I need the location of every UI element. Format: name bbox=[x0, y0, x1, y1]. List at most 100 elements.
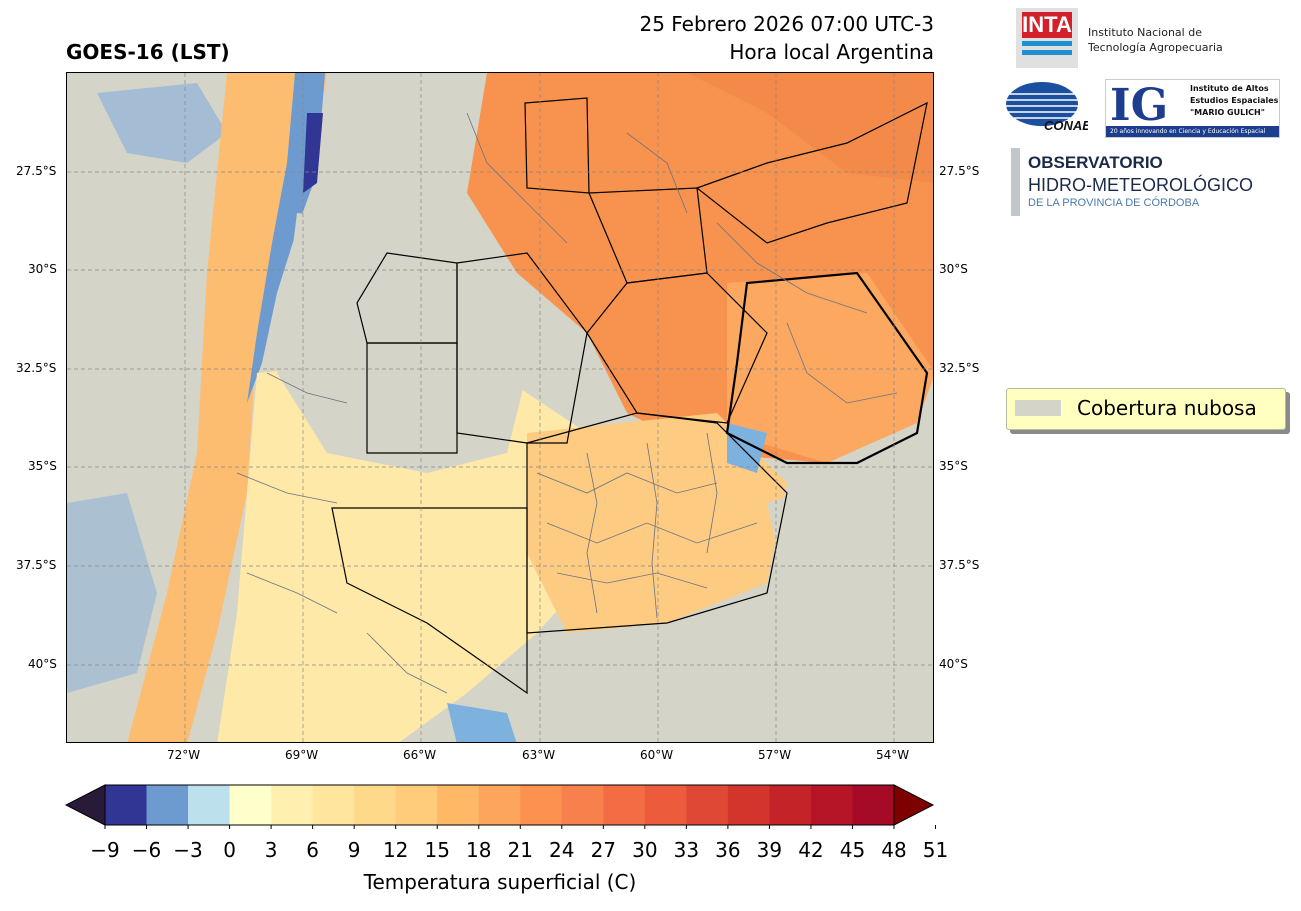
department-borders bbox=[236, 112, 898, 694]
lon-label: 69°W bbox=[285, 748, 319, 762]
ig-logo-mark: IG bbox=[1110, 80, 1169, 131]
lat-label-right: 40°S bbox=[939, 657, 968, 671]
map-canvas bbox=[67, 73, 933, 742]
colorbar-tick-label: 27 bbox=[590, 838, 617, 862]
map-title: GOES-16 (LST) bbox=[66, 40, 230, 64]
colorbar-under-arrow bbox=[64, 784, 106, 826]
colorbar-tick-label: −3 bbox=[173, 838, 203, 862]
lat-label-left: 40°S bbox=[28, 657, 57, 671]
inta-logo-stripe bbox=[1022, 41, 1072, 46]
colorbar-tick-label: 6 bbox=[306, 838, 319, 862]
lon-label: 63°W bbox=[522, 748, 556, 762]
colorbar-tick-label: 33 bbox=[673, 838, 700, 862]
lon-label: 60°W bbox=[640, 748, 674, 762]
lat-label-right: 37.5°S bbox=[939, 558, 980, 572]
colorbar-segment bbox=[603, 785, 646, 825]
timezone-label: Hora local Argentina bbox=[729, 40, 934, 64]
ig-name-line-2: Estudios Espaciales bbox=[1190, 96, 1279, 105]
cold-area bbox=[67, 493, 157, 693]
lat-label-left: 27.5°S bbox=[16, 164, 57, 178]
colorbar-tick-label: 24 bbox=[549, 838, 575, 862]
san-matias-gulf bbox=[447, 703, 517, 742]
colorbar-border bbox=[104, 784, 895, 826]
colorbar-segment bbox=[437, 785, 480, 825]
uruguay-border bbox=[725, 271, 929, 465]
inta-logo-stripe bbox=[1022, 50, 1072, 55]
colorbar-tick-label: 0 bbox=[223, 838, 236, 862]
colorbar-label: Temperatura superficial (C) bbox=[363, 870, 637, 894]
map-gridlines bbox=[67, 73, 933, 742]
colorbar-tick-label: 48 bbox=[881, 838, 907, 862]
conae-logo-text: CONAE bbox=[1044, 118, 1088, 132]
colorbar-segment bbox=[727, 785, 770, 825]
ig-name-line-1: Instituto de Altos bbox=[1190, 84, 1269, 93]
observatorio-province: DE LA PROVINCIA DE CÓRDOBA bbox=[1028, 197, 1200, 209]
lat-label-left: 37.5°S bbox=[16, 558, 57, 572]
pampas-region bbox=[527, 413, 787, 633]
lat-label-left: 35°S bbox=[28, 459, 57, 473]
colorbar-segment bbox=[229, 785, 272, 825]
lat-label-left: 32.5°S bbox=[16, 361, 57, 375]
colorbar-segment bbox=[188, 785, 231, 825]
colorbar-tick-label: −9 bbox=[90, 838, 120, 862]
colorbar-segment bbox=[354, 785, 397, 825]
cloud-cover-legend-label: Cobertura nubosa bbox=[1077, 396, 1257, 420]
colorbar-segment bbox=[644, 785, 687, 825]
lon-label: 57°W bbox=[758, 748, 792, 762]
andes-coldest bbox=[303, 113, 323, 193]
colorbar-segment bbox=[478, 785, 521, 825]
central-plains bbox=[217, 353, 627, 742]
colorbar-tick-label: 15 bbox=[424, 838, 450, 862]
colorbar-tick-label: 42 bbox=[798, 838, 824, 862]
colorbar-tick-label: 12 bbox=[382, 838, 409, 862]
colorbar-segment bbox=[561, 785, 604, 825]
inta-name-line-1: Instituto Nacional de bbox=[1088, 26, 1202, 39]
lon-label: 72°W bbox=[167, 748, 201, 762]
colorbar-tick-label: −6 bbox=[131, 838, 162, 862]
observatorio-logo-bar bbox=[1011, 148, 1020, 216]
lat-label-right: 27.5°S bbox=[939, 164, 980, 178]
colorbar-tick-label: 51 bbox=[922, 838, 949, 862]
inta-logo: INTA bbox=[1016, 8, 1078, 68]
colorbar-segment bbox=[271, 785, 314, 825]
lon-label: 54°W bbox=[876, 748, 910, 762]
colorbar-tick-label: 18 bbox=[466, 838, 492, 862]
colorbar-segment bbox=[312, 785, 355, 825]
colorbar-tick-label: 39 bbox=[756, 838, 783, 862]
colorbar-graphic bbox=[64, 784, 937, 829]
colorbar-segment bbox=[105, 785, 148, 825]
cold-area bbox=[97, 83, 227, 163]
temperature-map bbox=[66, 72, 934, 743]
colorbar-segment bbox=[520, 785, 563, 825]
ig-tagline: 20 años innovando en Ciencia y Educación… bbox=[1106, 126, 1279, 137]
date-time-label: 25 Febrero 2026 07:00 UTC-3 bbox=[639, 12, 934, 36]
colorbar-tick-label: 9 bbox=[347, 838, 361, 862]
conae-logo: CONAE bbox=[1004, 80, 1091, 133]
lon-label: 66°W bbox=[403, 748, 437, 762]
colorbar-tick-label: 36 bbox=[715, 838, 741, 862]
colorbar bbox=[60, 780, 940, 830]
uruguay-region bbox=[727, 273, 933, 463]
rio-de-la-plata bbox=[727, 423, 767, 473]
observatorio-subtitle: HIDRO-METEOROLÓGICO bbox=[1028, 175, 1254, 195]
colorbar-segment bbox=[395, 785, 438, 825]
colorbar-tick-label: 30 bbox=[632, 838, 658, 862]
cloud-cover-legend: Cobertura nubosa bbox=[1006, 388, 1286, 430]
colorbar-ticks: −9 −6 −3 0 3 6 9 12 15 18 21 24 27 30 33 36 39 42 45 48 51 bbox=[0, 838, 1000, 868]
inta-name-line-2: Tecnología Agropecuaria bbox=[1088, 41, 1223, 54]
ig-name-line-3: "MARIO GULICH" bbox=[1190, 108, 1265, 117]
colorbar-tick-label: 45 bbox=[839, 838, 866, 862]
ig-logo: IG Instituto de Altos Estudios Espaciale… bbox=[1105, 79, 1280, 138]
northeast-hottest bbox=[687, 73, 933, 183]
observatorio-title: OBSERVATORIO bbox=[1028, 153, 1163, 172]
colorbar-segment bbox=[769, 785, 812, 825]
colorbar-tick-label: 21 bbox=[507, 838, 533, 862]
colorbar-tick-label: 3 bbox=[264, 838, 278, 862]
province-borders bbox=[331, 97, 928, 695]
colorbar-segment bbox=[852, 785, 895, 825]
lat-label-right: 35°S bbox=[939, 459, 968, 473]
cloud-cover-swatch bbox=[1015, 400, 1061, 416]
colorbar-over-arrow bbox=[893, 784, 935, 826]
colorbar-segment bbox=[686, 785, 729, 825]
colorbar-segment bbox=[810, 785, 853, 825]
